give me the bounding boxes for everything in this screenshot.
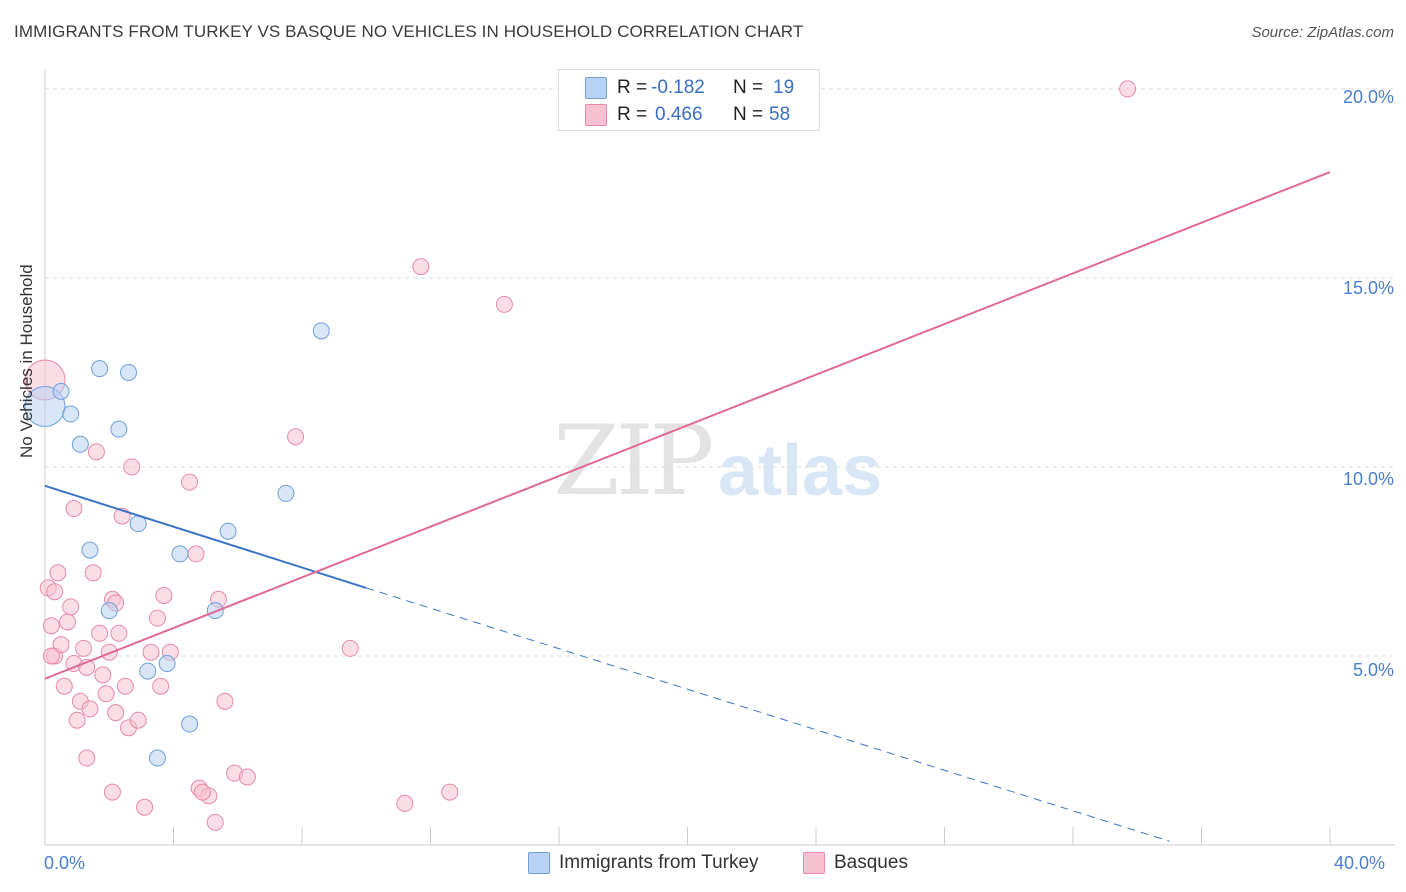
- legend-swatch-pink: [585, 104, 607, 126]
- basque-point: [49, 564, 67, 582]
- legend-swatch-pink: [803, 852, 825, 874]
- basque-point: [129, 711, 147, 729]
- turkey-point: [312, 322, 330, 340]
- basque-point: [42, 647, 60, 665]
- basque-point: [495, 295, 513, 313]
- basque-point: [46, 583, 64, 601]
- watermark-atlas: atlas: [718, 431, 883, 511]
- legend-n-label: N =: [733, 104, 764, 125]
- turkey-point: [158, 655, 176, 673]
- legend-n-value: 58: [769, 104, 791, 125]
- basque-point: [216, 692, 234, 710]
- y-tick-label: 10.0%: [1342, 469, 1394, 489]
- basque-point: [155, 586, 173, 604]
- basque-point: [341, 639, 359, 657]
- basque-point: [107, 704, 125, 722]
- y-tick-label: 5.0%: [1352, 660, 1394, 680]
- y-tick-label: 20.0%: [1342, 87, 1394, 107]
- watermark-zip: ZIP: [553, 405, 714, 517]
- basque-point: [116, 677, 134, 695]
- basque-point: [65, 500, 83, 518]
- basque-point: [58, 613, 76, 631]
- basque-point: [78, 749, 96, 767]
- basque-point: [412, 258, 430, 276]
- basque-point: [94, 666, 112, 684]
- legend-r-value: 0.466: [655, 104, 703, 125]
- basque-point: [193, 783, 211, 801]
- turkey-point: [277, 484, 295, 502]
- basque-point: [68, 711, 86, 729]
- chart-title: IMMIGRANTS FROM TURKEY VS BASQUE NO VEHI…: [14, 22, 804, 41]
- turkey-point: [219, 522, 237, 540]
- basque-point: [81, 700, 99, 718]
- basque-trend-line: [44, 171, 1331, 680]
- turkey-point: [139, 662, 157, 680]
- legend-label-basques: Basques: [834, 852, 908, 873]
- basque-point: [148, 609, 166, 627]
- turkey-point: [52, 382, 70, 400]
- turkey-point: [62, 405, 80, 423]
- legend-swatch-blue: [585, 77, 607, 99]
- turkey-trend-extension: [366, 587, 1170, 842]
- x-tick-label: 40.0%: [1334, 853, 1386, 873]
- basque-point: [142, 643, 160, 661]
- turkey-point: [100, 602, 118, 620]
- basque-point: [42, 617, 60, 635]
- turkey-trend-line: [44, 484, 367, 589]
- turkey-point: [181, 715, 199, 733]
- basque-point: [1119, 80, 1137, 98]
- turkey-point: [148, 749, 166, 767]
- source-label: Source: ZipAtlas.com: [1251, 24, 1394, 41]
- basque-point: [206, 813, 224, 831]
- basque-point: [87, 443, 105, 461]
- legend-swatch-blue: [528, 852, 550, 874]
- basque-point: [55, 677, 73, 695]
- basque-point: [100, 643, 118, 661]
- basque-point: [103, 783, 121, 801]
- legend-label-turkey: Immigrants from Turkey: [559, 852, 759, 873]
- legend-n-label: N =: [733, 77, 764, 98]
- turkey-point: [110, 420, 128, 438]
- turkey-point: [81, 541, 99, 559]
- basque-point: [181, 473, 199, 491]
- basque-point: [75, 639, 93, 657]
- basque-point: [287, 428, 305, 446]
- legend-r-value: -0.182: [651, 77, 705, 98]
- basque-point: [396, 794, 414, 812]
- basque-point: [110, 624, 128, 642]
- basque-point: [91, 624, 109, 642]
- basque-point: [152, 677, 170, 695]
- basque-point: [52, 636, 70, 654]
- basque-point: [123, 458, 141, 476]
- basque-point: [97, 685, 115, 703]
- basque-point: [136, 798, 154, 816]
- correlation-legend: R = -0.182 N = 19 R = 0.466 N = 58: [558, 69, 820, 131]
- legend-r-label: R =: [617, 77, 648, 98]
- basque-point: [441, 783, 459, 801]
- y-axis-label: No Vehicles in Household: [17, 264, 36, 458]
- legend-r-label: R =: [617, 104, 648, 125]
- legend-n-value: 19: [773, 77, 795, 98]
- basque-point: [187, 545, 205, 563]
- turkey-point: [120, 363, 138, 381]
- basque-point: [238, 768, 256, 786]
- turkey-point: [171, 545, 189, 563]
- y-tick-label: 15.0%: [1342, 278, 1394, 298]
- basque-point: [62, 598, 80, 616]
- basque-point: [84, 564, 102, 582]
- turkey-point: [71, 435, 89, 453]
- x-tick-label: 0.0%: [44, 853, 86, 873]
- turkey-point: [91, 360, 109, 378]
